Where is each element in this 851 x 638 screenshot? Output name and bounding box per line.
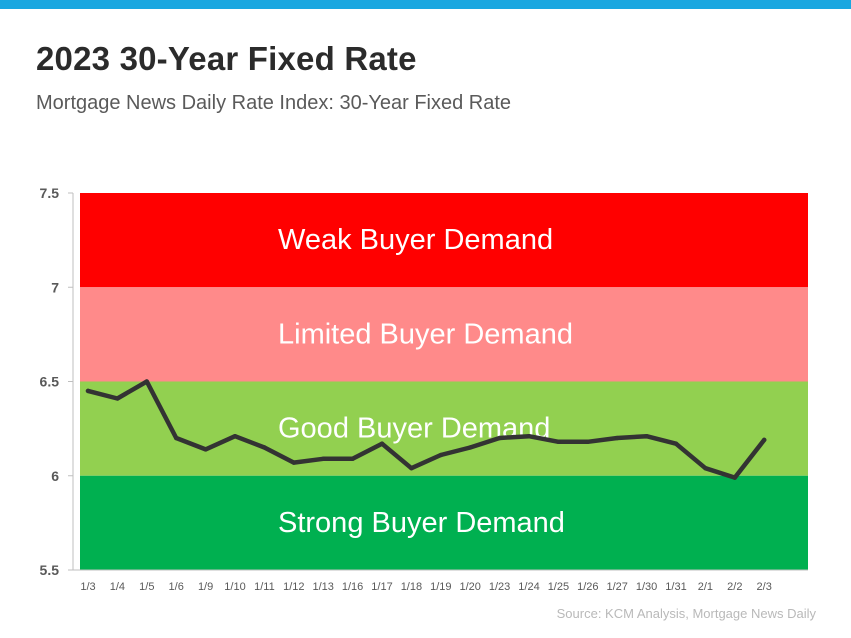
data-point [144,379,149,384]
data-point [497,435,502,441]
data-point [703,466,708,471]
top-accent-bar [0,0,851,9]
data-point [203,447,208,452]
data-point [350,456,355,461]
data-point [585,439,590,445]
y-tick-label: 6.5 [40,374,60,390]
data-point [556,439,561,445]
x-tick-label: 1/3 [80,581,95,593]
x-tick-label: 2/1 [698,581,713,593]
x-tick-label: 1/31 [665,581,686,593]
x-tick-label: 1/16 [342,581,363,593]
data-point [409,466,414,471]
x-tick-label: 1/19 [430,581,451,593]
data-point [85,388,91,394]
series-line-30yr-fixed [85,379,767,480]
data-point [438,452,443,458]
x-tick-label: 1/13 [312,581,333,593]
page-subtitle: Mortgage News Daily Rate Index: 30-Year … [36,92,512,114]
x-tick-label: 1/6 [169,581,184,593]
data-point [379,441,385,446]
band-label: Limited Buyer Demand [278,318,573,350]
x-tick-label: 2/3 [757,581,772,593]
x-tick-label: 1/25 [548,581,569,593]
x-tick-label: 1/18 [401,581,422,593]
y-tick-label: 6 [51,468,59,484]
x-tick-label: 1/4 [110,581,125,593]
x-tick-label: 1/26 [577,581,598,593]
source-note: Source: KCM Analysis, Mortgage News Dail… [556,606,816,621]
data-point [615,435,620,441]
y-tick-label: 7 [51,279,59,295]
data-point [673,441,679,446]
band-label: Weak Buyer Demand [278,224,553,256]
page-title: 2023 30-Year Fixed Rate [36,40,417,77]
data-point [321,456,326,461]
data-point [468,445,473,450]
x-tick-label: 1/9 [198,581,213,593]
data-point [526,433,532,439]
x-tick-label: 1/10 [224,581,245,593]
data-point [762,437,767,443]
x-tick-label: 1/17 [371,581,392,593]
x-tick-label: 1/11 [254,581,275,593]
data-point [115,396,120,401]
data-point [291,460,296,465]
x-tick-label: 1/27 [606,581,627,593]
band-3 [80,381,808,476]
x-tick-label: 1/23 [489,581,510,593]
band-1 [80,193,808,288]
band-2 [80,287,808,382]
band-label: Good Buyer Demand [278,413,550,445]
data-point [732,475,737,480]
y-tick-label: 5.5 [40,562,60,578]
x-tick-label: 2/2 [727,581,742,593]
data-point [644,433,649,439]
band-4 [80,475,808,570]
x-tick-label: 1/30 [636,581,657,593]
x-tick-label: 1/5 [139,581,154,593]
data-point [174,435,179,441]
x-tick-label: 1/24 [518,581,539,593]
y-tick-label: 7.5 [40,185,60,201]
data-point [262,445,267,450]
band-label: Strong Buyer Demand [278,507,565,539]
x-tick-label: 1/12 [283,581,304,593]
x-tick-label: 1/20 [459,581,480,593]
data-point [232,433,238,439]
